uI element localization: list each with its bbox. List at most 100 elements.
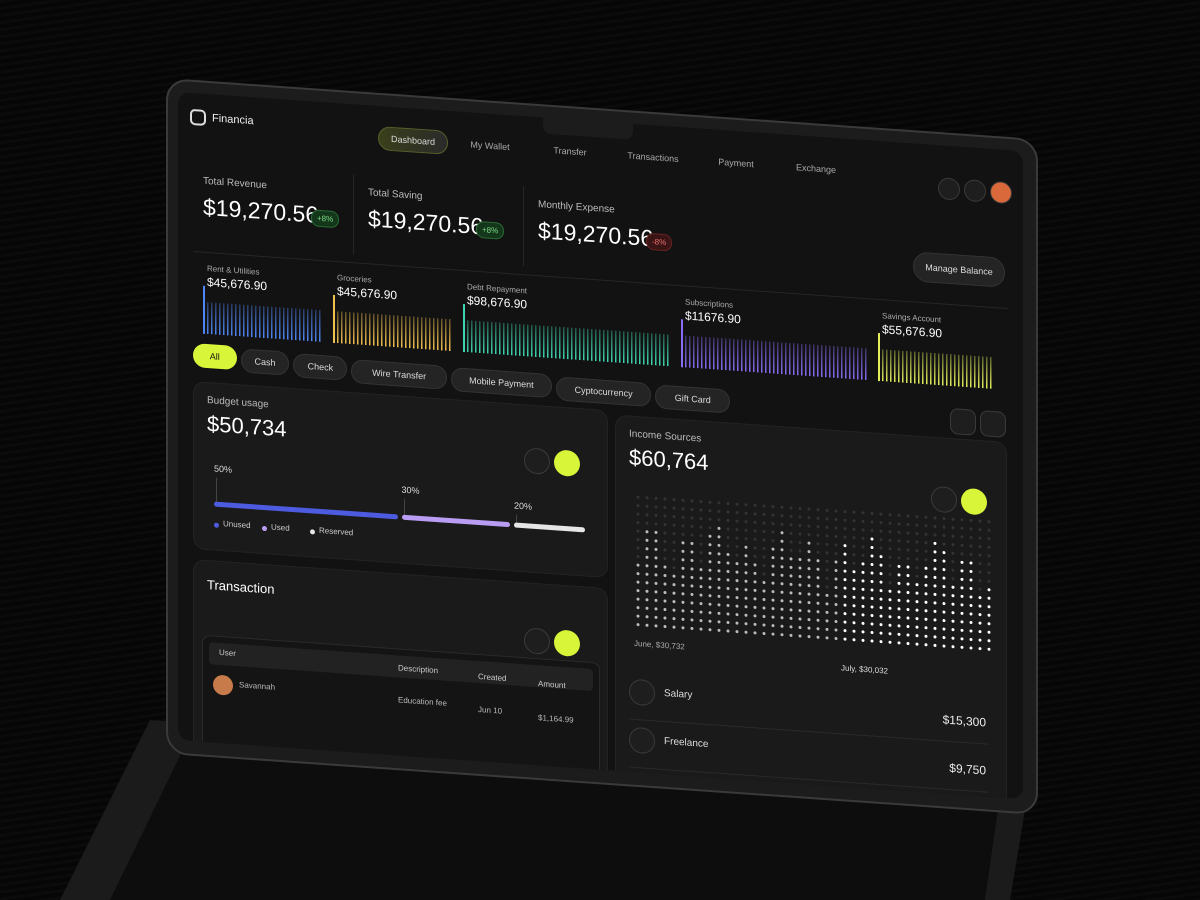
nav-item[interactable]: Payment [698,148,774,177]
dot [924,524,928,528]
filter-button[interactable] [931,485,957,514]
nav-item[interactable]: Dashboard [378,125,448,155]
dot [753,605,757,609]
category-edge [203,285,205,334]
manage-balance-button[interactable]: Manage Balance [913,251,1005,288]
dot [825,593,829,597]
filter-button[interactable] [524,627,550,656]
dot [870,597,874,601]
filter-button[interactable] [524,447,550,476]
dot [924,532,928,536]
dot [690,609,694,613]
dot [717,594,721,598]
dot [654,607,658,611]
nav-item[interactable]: Exchange [778,154,854,183]
dot [897,564,901,568]
dot [915,608,919,612]
dot [636,589,640,593]
stat-label: Total Saving [368,187,423,203]
dot [933,592,937,596]
filter-chip[interactable]: Cash [240,347,290,376]
dot [780,633,784,637]
dot [699,542,703,546]
dot [960,611,964,615]
dot [933,567,937,571]
inbox-button[interactable] [964,178,986,203]
open-button[interactable] [961,487,987,516]
filter-label: Cash [254,355,276,368]
dot [888,555,892,559]
dot [942,619,946,623]
dot [636,521,640,525]
dot [762,597,766,601]
filter-chip[interactable]: Cyptocurrency [555,375,652,407]
dot [969,518,973,522]
dot [960,552,964,556]
dot [888,640,892,644]
dot [933,541,937,545]
dot [708,611,712,615]
dot [717,509,721,513]
dot [987,613,991,617]
dot [654,564,658,568]
dot [807,575,811,579]
dot [879,589,883,593]
dot [654,581,658,585]
dot [843,612,847,616]
clock-button[interactable] [938,177,960,201]
dot [897,573,901,577]
dot [933,575,937,579]
nav-item[interactable]: Transfer [532,137,608,166]
dot [690,575,694,579]
dot [870,512,874,516]
dot [780,514,784,518]
nav-item[interactable]: My Wallet [452,131,528,160]
dot [843,552,847,556]
category-name: Groceries [337,273,372,285]
dot [726,612,730,616]
dot [636,563,640,567]
dot [852,510,856,514]
dot [987,537,991,541]
dot [969,552,973,556]
dot [708,568,712,572]
filter-chip[interactable]: Wire Transfer [351,358,447,390]
filter-chip[interactable]: All [193,343,237,371]
dot [645,555,649,559]
dot [798,591,802,595]
dot [834,577,838,581]
dot [798,625,802,629]
filter-chip[interactable]: Mobile Payment [451,367,552,399]
grid-button[interactable] [980,410,1006,438]
dot [645,589,649,593]
open-button[interactable] [554,449,580,478]
avatar[interactable] [990,180,1012,205]
dot [717,560,721,564]
dot [780,607,784,611]
dot [744,511,748,515]
dot [870,631,874,635]
dot [906,625,910,629]
filter-chip[interactable]: Gift Card [655,384,731,414]
dot [681,558,685,562]
nav-item[interactable]: Transactions [612,142,694,172]
category-edge [681,319,683,368]
dot [753,622,757,626]
dot [744,630,748,634]
open-button[interactable] [554,629,580,658]
dot [816,525,820,529]
dot [672,608,676,612]
dot [789,514,793,518]
dot [825,534,829,538]
dot [987,647,991,651]
dot [744,537,748,541]
dot [636,546,640,550]
dot [654,539,658,543]
dot [897,522,901,526]
filter-button[interactable] [950,407,976,436]
filter-chip[interactable]: Check [293,353,348,381]
dot [753,529,757,533]
dot [861,528,865,532]
dot [663,591,667,595]
dot [951,645,955,649]
